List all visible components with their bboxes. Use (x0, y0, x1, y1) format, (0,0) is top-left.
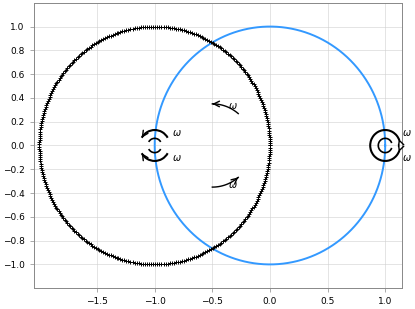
Text: $\omega$: $\omega$ (403, 128, 412, 138)
Text: $\omega$: $\omega$ (228, 180, 238, 190)
Text: $\omega$: $\omega$ (172, 128, 182, 138)
Text: $\omega$: $\omega$ (228, 101, 238, 111)
Text: $\omega$: $\omega$ (403, 153, 412, 163)
Text: $\omega$: $\omega$ (172, 153, 182, 163)
